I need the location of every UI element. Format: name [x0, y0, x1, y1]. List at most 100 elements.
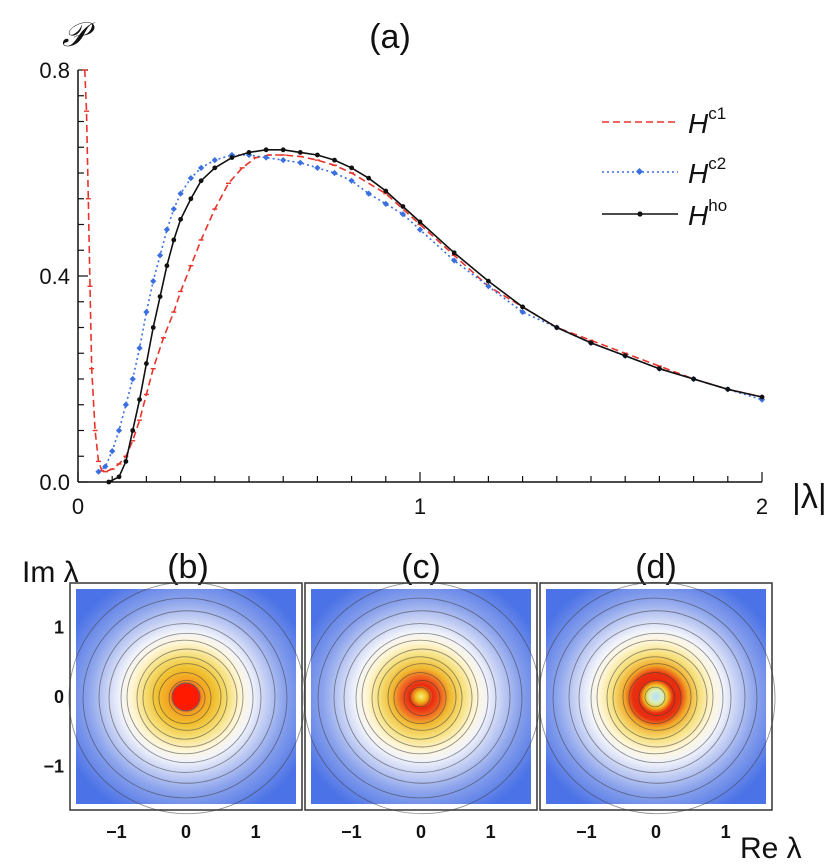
heatmap-x-tick-label: 1: [486, 822, 496, 842]
contour-line: [142, 656, 228, 740]
contour-line: [108, 623, 262, 773]
data-point: [451, 257, 458, 264]
data-point: [622, 353, 628, 359]
heatmap-y-tick-label: −1: [43, 757, 64, 777]
data-point: [759, 394, 765, 400]
contour-line: [628, 672, 682, 724]
contour-line: [638, 679, 676, 717]
axes-a: 0 1 2 0.0 0.4 0.8: [39, 58, 768, 519]
data-point: [280, 147, 286, 153]
heatmap-x-tick-label: 0: [416, 822, 426, 842]
data-point: [178, 216, 184, 222]
re-lambda-label: Re λ: [740, 832, 802, 865]
y-axis-label: 𝒫: [62, 16, 96, 54]
series-c1: [82, 69, 765, 473]
panel-b-heatmap: (b) −1 0 1 1 0 −1: [43, 548, 306, 842]
data-point: [144, 361, 149, 366]
legend-marker-hc2: [635, 167, 644, 176]
data-point: [106, 479, 112, 485]
data-point: [116, 474, 122, 480]
legend: Hc1 Hc2 Hho: [602, 104, 727, 231]
data-point: [122, 401, 129, 408]
data-point: [315, 152, 320, 158]
data-point: [109, 447, 116, 455]
panel-b-title: (b): [167, 548, 209, 586]
panel-c-heatmap: (c) −1 0 1: [303, 548, 541, 842]
heatmap-x-tick-label: 0: [181, 822, 191, 842]
data-point: [212, 165, 218, 171]
legend-item-hho: Hho: [602, 196, 727, 231]
contour-line: [120, 632, 254, 764]
y-tick-label: 0.4: [39, 264, 70, 289]
contour-line: [590, 632, 724, 764]
data-point: [263, 147, 269, 153]
panel-b-frame: [69, 582, 303, 811]
contour-line: [612, 656, 698, 740]
series-line-c2: [98, 154, 763, 473]
data-point: [150, 325, 156, 330]
contour-line: [409, 686, 431, 708]
contour-line: [371, 648, 473, 748]
legend-marker-hho: [637, 211, 643, 217]
data-point: [297, 159, 304, 166]
heatmap-y-tick-label: 0: [54, 687, 64, 707]
contour-line: [552, 597, 758, 799]
contour-line: [355, 632, 489, 764]
legend-label-hho: Hho: [688, 196, 727, 231]
data-point: [129, 375, 136, 383]
x-tick-label: 0: [72, 494, 84, 519]
contour-line: [158, 672, 212, 724]
contour-line: [82, 597, 288, 799]
panel-d-frame: [539, 582, 773, 811]
x-tick-label: 1: [414, 494, 426, 519]
panel-d-ticks: −1 0 1: [576, 822, 731, 842]
panel-c-contours: [303, 581, 541, 815]
contour-line: [377, 656, 463, 740]
data-point: [383, 188, 389, 194]
data-point: [198, 178, 204, 184]
panel-a-title: (a): [369, 18, 411, 56]
panel-a-line-chart: (a) 𝒫 |λ| 0 1 2 0.0 0.4 0.8 Hc1 Hc2 Hho: [39, 16, 826, 519]
data-point: [115, 427, 123, 434]
contour-line: [333, 610, 511, 784]
contour-line: [152, 663, 222, 731]
series-line-ho: [108, 149, 763, 483]
series-ho: [106, 147, 765, 485]
data-point: [211, 157, 218, 164]
series-c2: [95, 151, 766, 475]
data-point: [365, 190, 372, 197]
heatmap-x-tick-label: 0: [651, 822, 661, 842]
data-point: [130, 428, 136, 433]
contour-line: [622, 663, 692, 731]
legend-item-hc2: Hc2: [602, 154, 726, 189]
contour-line: [644, 686, 666, 708]
contour-line: [387, 663, 457, 731]
x-tick-label: 2: [756, 494, 768, 519]
data-point: [588, 340, 594, 346]
data-point: [314, 164, 321, 171]
series-line-c1: [84, 69, 763, 473]
data-point: [171, 237, 177, 243]
contour-line: [403, 679, 441, 717]
contour-line: [578, 623, 732, 773]
data-point: [657, 366, 662, 372]
heatmap-x-tick-label: −1: [106, 822, 127, 842]
x-axis-label: |λ|: [792, 478, 827, 516]
data-point: [691, 376, 696, 382]
data-point: [366, 175, 372, 181]
y-tick-label: 0.8: [39, 58, 70, 83]
legend-label-hc2: Hc2: [688, 154, 726, 189]
contour-line: [317, 597, 523, 799]
data-point: [187, 175, 194, 182]
data-point: [170, 205, 177, 213]
contour-line: [126, 639, 244, 755]
data-point: [332, 157, 337, 163]
heatmap-x-tick-label: 1: [721, 822, 731, 842]
y-tick-label: 0.0: [39, 470, 70, 495]
contour-line: [596, 639, 714, 755]
panel-d-contours: [538, 581, 776, 815]
contour-line: [343, 623, 497, 773]
panel-c-title: (c): [401, 548, 441, 586]
data-point: [246, 150, 252, 155]
